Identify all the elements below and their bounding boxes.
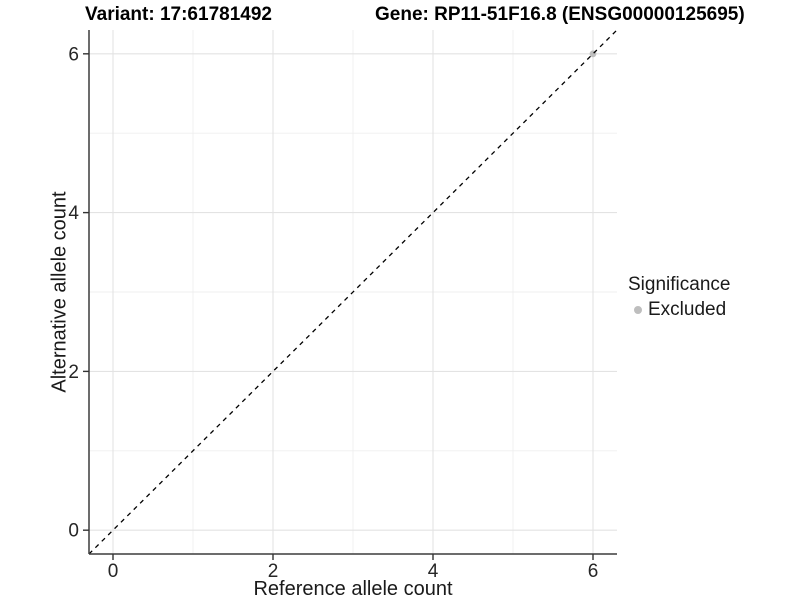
x-axis-title: Reference allele count <box>253 578 453 600</box>
x-tick-label: 4 <box>428 561 439 582</box>
variant-title: Variant: 17:61781492 <box>85 4 272 25</box>
legend-item-label: Excluded <box>648 299 727 320</box>
x-tick-label: 6 <box>588 561 599 582</box>
y-tick-label: 0 <box>68 521 79 542</box>
y-tick-label: 4 <box>68 203 79 224</box>
gene-title: Gene: RP11-51F16.8 (ENSG00000125695) <box>375 4 745 25</box>
identity-line <box>88 29 618 555</box>
excluded-point-icon <box>634 306 642 314</box>
y-tick-label: 6 <box>68 44 79 65</box>
x-tick-label: 2 <box>268 561 279 582</box>
legend-title: Significance <box>628 274 731 295</box>
y-axis-title: Alternative allele count <box>48 191 71 393</box>
legend: Significance Excluded <box>628 274 730 321</box>
legend-item-excluded: Excluded <box>628 299 730 321</box>
y-tick-label: 2 <box>68 362 79 383</box>
x-tick-label: 0 <box>108 561 119 582</box>
